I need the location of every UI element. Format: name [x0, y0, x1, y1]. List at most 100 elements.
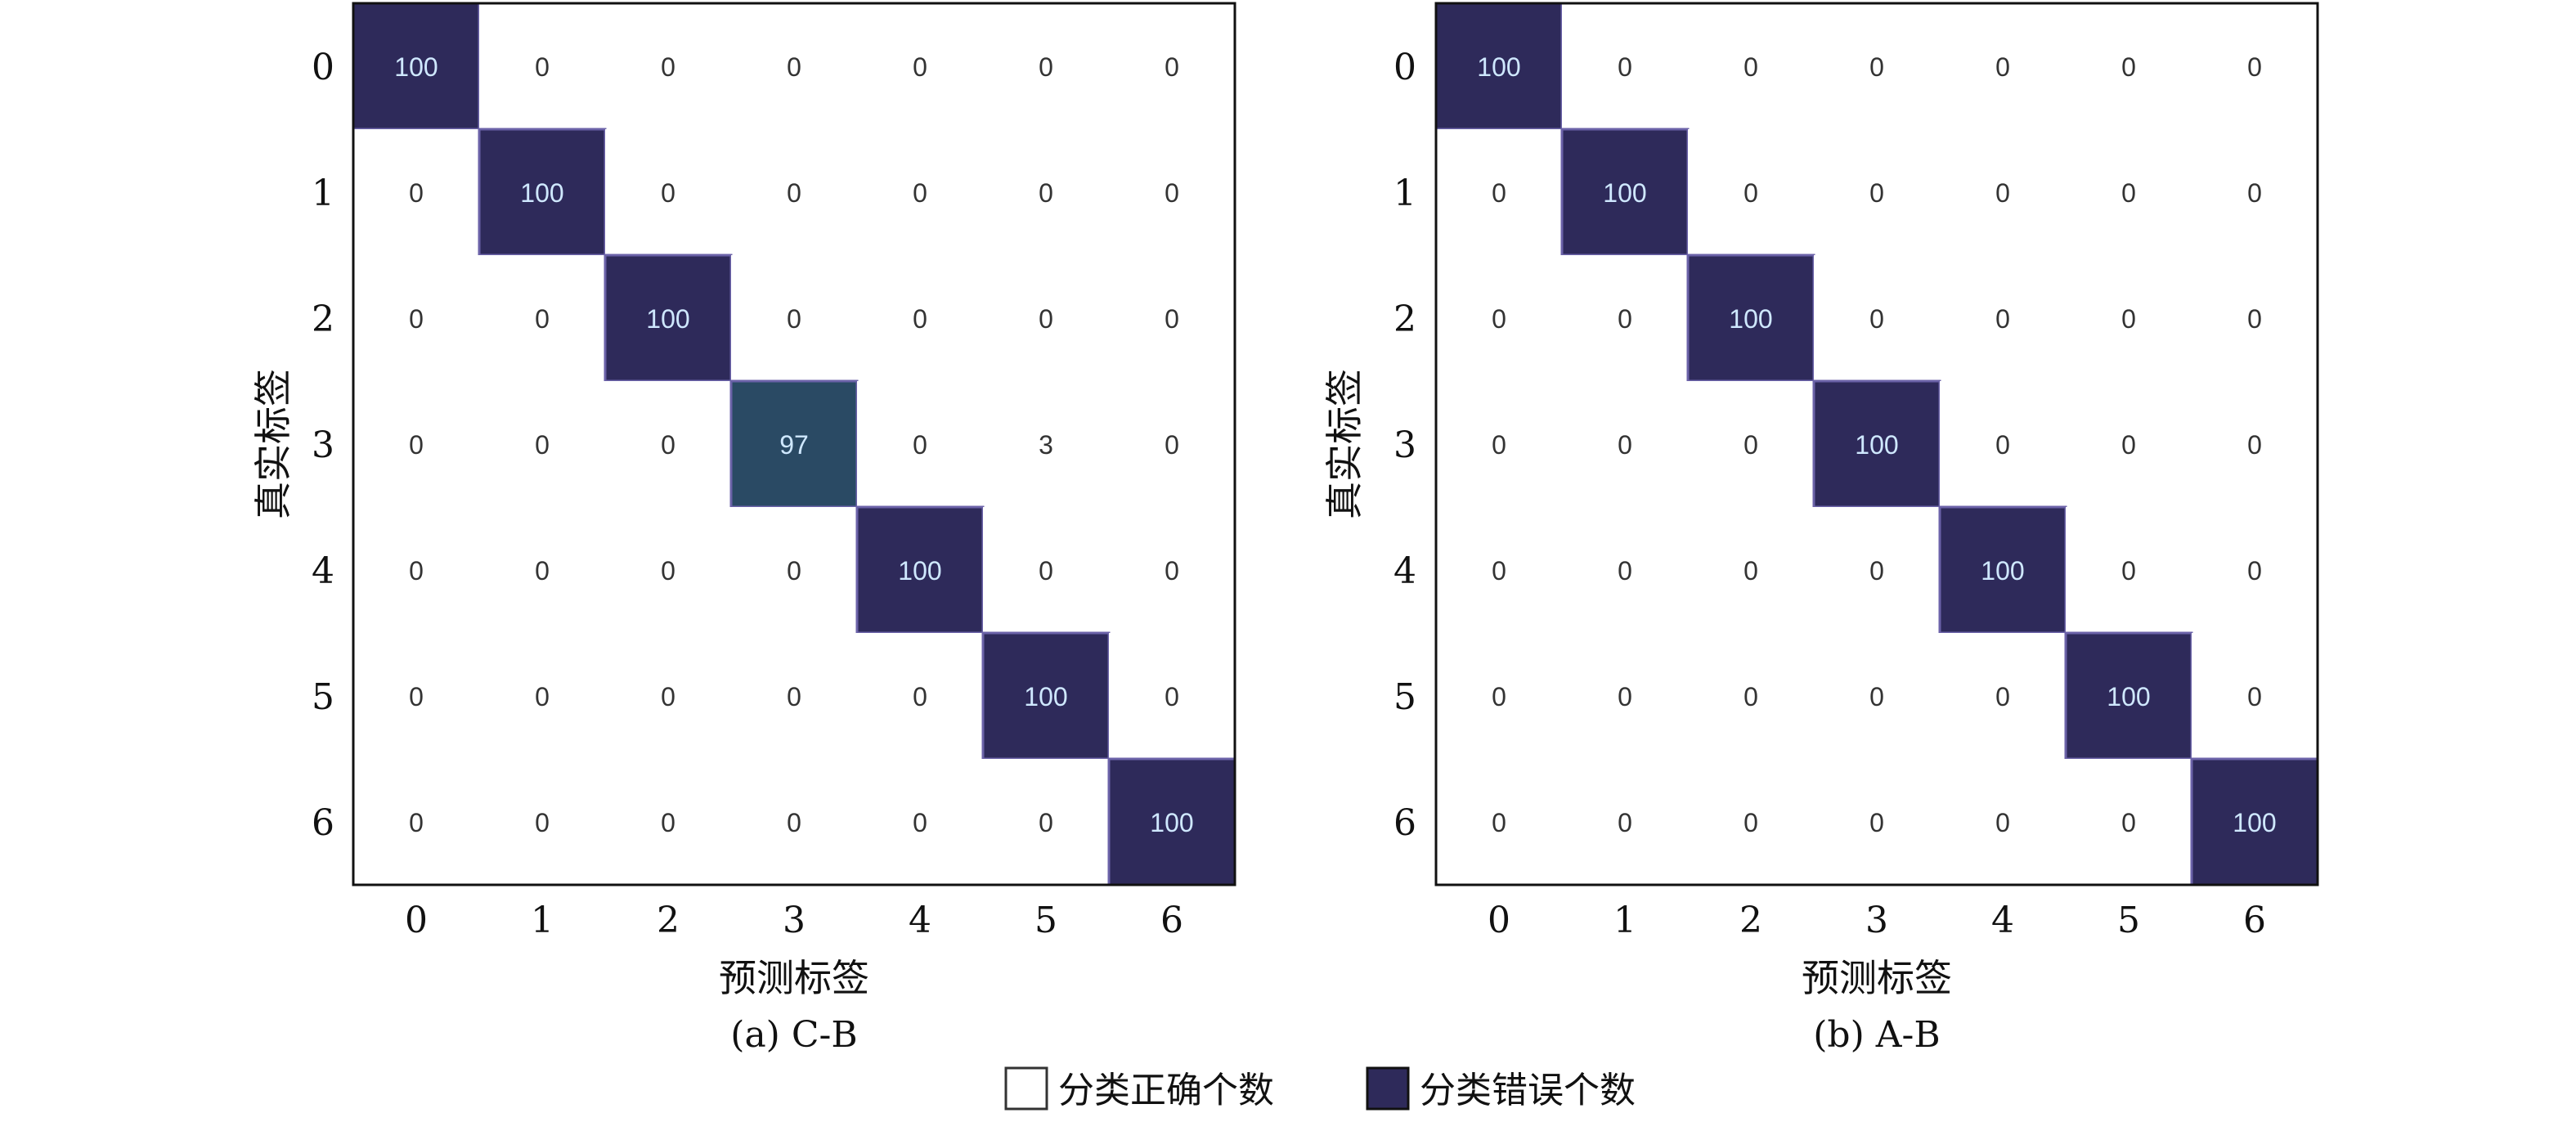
panel-caption: (b) A-B	[1813, 1014, 1940, 1056]
heatmap-cell-label: 0	[1165, 52, 1179, 82]
heatmap-cell-label: 0	[1869, 556, 1884, 586]
heatmap-cell	[1109, 507, 1235, 633]
heatmap-cell	[2192, 633, 2318, 759]
heatmap-cell	[353, 129, 479, 255]
heatmap-cell	[1688, 129, 1814, 255]
heatmap-cell-label: 0	[661, 430, 675, 460]
heatmap-cell	[1814, 759, 1940, 885]
heatmap-cell	[353, 759, 479, 885]
legend: 分类正确个数 分类错误个数	[1004, 1066, 1636, 1111]
x-tick-label: 6	[1160, 900, 1183, 941]
x-tick-label: 3	[1865, 900, 1888, 941]
heatmap-cell-label: 0	[661, 178, 675, 208]
panels-group: 100 0 0 0 0 0 00 100 0 0 0 0 00 0 100 0 0 0 00 0 0 97 0 3 00 0 0 0 1…	[251, 2, 2319, 1056]
x-tick-label: 0	[405, 900, 428, 941]
heatmap-cell	[1688, 381, 1814, 507]
heatmap-cell	[983, 129, 1109, 255]
heatmap-cell-label: 0	[1165, 556, 1179, 586]
heatmap-cell	[731, 507, 857, 633]
heatmap-cell	[479, 633, 605, 759]
heatmap-cell	[1688, 507, 1814, 633]
heatmap-cell-label: 0	[1618, 52, 1632, 82]
heatmap-cell-label: 0	[787, 682, 801, 711]
heatmap-cell-label: 100	[520, 178, 563, 208]
heatmap-cell-label: 0	[1165, 682, 1179, 711]
heatmap-cell-label: 0	[787, 178, 801, 208]
heatmap-cell-label: 0	[1618, 430, 1632, 460]
heatmap-cell-label: 0	[2121, 430, 2136, 460]
heatmap-cell-label: 0	[2121, 808, 2136, 837]
heatmap-cell-label: 0	[1995, 808, 2010, 837]
heatmap-cell-label: 0	[1165, 304, 1179, 334]
heatmap-cell-label: 0	[535, 304, 550, 334]
heatmap-cell	[1436, 255, 1562, 381]
heatmap-cell-label: 0	[661, 808, 675, 837]
heatmap-cell	[1940, 129, 2066, 255]
y-tick-label: 0	[1393, 47, 1416, 88]
x-tick-label: 3	[783, 900, 806, 941]
heatmap-cell	[1109, 633, 1235, 759]
heatmap-cell	[479, 759, 605, 885]
heatmap-cell-label: 0	[787, 52, 801, 82]
heatmap-cell-label: 0	[535, 52, 550, 82]
heatmap-cell-label: 0	[409, 430, 424, 460]
y-tick-label: 5	[312, 676, 334, 718]
heatmap-cell	[981, 631, 1111, 761]
heatmap-cell	[983, 507, 1109, 633]
heatmap-cell	[983, 255, 1109, 381]
heatmap-cell-label: 0	[913, 430, 927, 460]
heatmap-cell-label: 0	[1039, 556, 1053, 586]
heatmap-cell	[605, 633, 731, 759]
heatmap-cell	[1109, 3, 1235, 129]
heatmap-cell	[353, 507, 479, 633]
heatmap-cell	[1109, 381, 1235, 507]
heatmap-cell	[1940, 255, 2066, 381]
heatmap-cell	[2066, 759, 2192, 885]
heatmap-cell	[2192, 507, 2318, 633]
heatmap-cell	[604, 254, 733, 383]
x-tick-label: 6	[2243, 900, 2266, 941]
x-tick-label: 2	[657, 900, 680, 941]
heatmap-cell-label: 0	[913, 178, 927, 208]
x-tick-label: 4	[1991, 900, 2014, 941]
heatmap-cell-label: 0	[1492, 178, 1506, 208]
heatmap-cell-label: 0	[2121, 556, 2136, 586]
heatmap-cell	[2192, 255, 2318, 381]
heatmap-cell-label: 97	[779, 430, 809, 460]
heatmap-cell-label: 0	[1492, 556, 1506, 586]
heatmap-cell-label: 0	[913, 304, 927, 334]
heatmap-cell	[2066, 255, 2192, 381]
heatmap-cell-label: 0	[1995, 304, 2010, 334]
heatmap-cell-label: 0	[1165, 430, 1179, 460]
heatmap-cell	[1562, 759, 1688, 885]
y-tick-label: 5	[1393, 676, 1416, 718]
heatmap-cell	[857, 255, 983, 381]
heatmap-cell-label: 0	[1039, 178, 1053, 208]
heatmap-cell	[857, 633, 983, 759]
heatmap-cell	[605, 507, 731, 633]
heatmap-cell-label: 100	[2107, 682, 2150, 711]
heatmap-cell	[2192, 381, 2318, 507]
heatmap-cell-label: 0	[535, 808, 550, 837]
y-tick-label: 4	[1393, 550, 1416, 592]
heatmap-cell-label: 0	[2247, 304, 2262, 334]
heatmap-cell	[352, 2, 481, 131]
heatmap-cell-label: 0	[409, 808, 424, 837]
heatmap-cell	[1436, 129, 1562, 255]
heatmap-cell-label: 0	[535, 556, 550, 586]
heatmap-panel-0: 100 0 0 0 0 0 00 100 0 0 0 0 00 0 100 0 0 0 00 0 0 97 0 3 00 0 0 0 1…	[251, 2, 1236, 1056]
heatmap-cell	[1562, 255, 1688, 381]
heatmap-cell-label: 100	[1855, 430, 1898, 460]
heatmap-cell-label: 0	[2247, 178, 2262, 208]
heatmap-cell	[983, 381, 1109, 507]
heatmap-cell	[983, 759, 1109, 885]
x-tick-label: 2	[1739, 900, 1762, 941]
y-tick-label: 0	[312, 47, 334, 88]
heatmap-cell	[605, 759, 731, 885]
heatmap-cell	[1814, 633, 1940, 759]
heatmap-cell-label: 0	[1995, 178, 2010, 208]
heatmap-cell	[1562, 633, 1688, 759]
heatmap-cell	[731, 759, 857, 885]
heatmap-cell-label: 0	[1492, 430, 1506, 460]
heatmap-cell	[2192, 3, 2318, 129]
